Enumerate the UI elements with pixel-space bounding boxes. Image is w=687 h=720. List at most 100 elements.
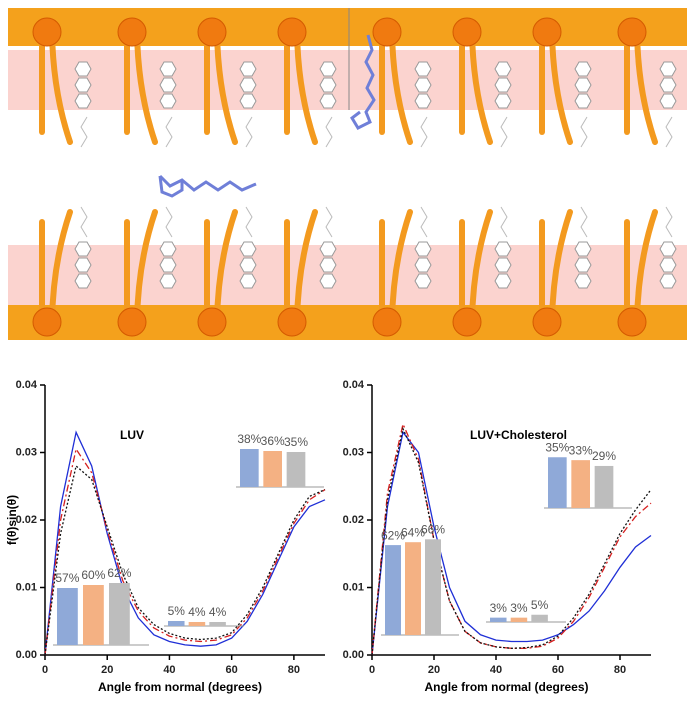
cholesterol-ring [574, 273, 592, 289]
inset-bar [594, 465, 614, 508]
cholesterol-ring [494, 273, 512, 289]
cholesterol-tail [420, 206, 428, 238]
y-axis-label: f(θ)sin(θ) [5, 495, 19, 545]
x-tick-label: 20 [428, 664, 440, 676]
cholesterol-ring [239, 77, 257, 93]
cholesterol-ring [659, 257, 677, 273]
cholesterol-tail [580, 116, 588, 148]
cholesterol-ring [414, 257, 432, 273]
y-tick-label: 0.00 [16, 649, 37, 661]
headgroup-band [8, 305, 687, 340]
cholesterol-ring [74, 93, 92, 109]
cholesterol-ring [574, 93, 592, 109]
cholesterol-ring [319, 257, 337, 273]
lipid-head [32, 307, 62, 337]
inset-value-label: 29% [592, 449, 616, 463]
cholesterol-tail [500, 116, 508, 148]
inset-value-label: 60% [81, 568, 105, 582]
cholesterol-tail [420, 116, 428, 148]
x-tick-label: 40 [163, 664, 175, 676]
inset-bar [385, 545, 401, 635]
lipid-head [617, 17, 647, 47]
chart-title: LUV [120, 428, 144, 442]
cholesterol-ring [239, 257, 257, 273]
series-line [371, 426, 652, 656]
cholesterol-tail [325, 206, 333, 238]
x-tick-label: 60 [552, 664, 564, 676]
inset-value-label: 5% [168, 604, 186, 618]
cholesterol-ring [159, 273, 177, 289]
lipid-head [32, 17, 62, 47]
y-tick-label: 0.03 [343, 446, 364, 458]
cholesterol-ring [494, 241, 512, 257]
cholesterol-tail [665, 116, 673, 148]
y-tick-label: 0.02 [16, 514, 37, 526]
x-tick-label: 20 [101, 664, 113, 676]
cholesterol-tail [80, 116, 88, 148]
inset-bar [263, 451, 282, 487]
cholesterol-ring [414, 93, 432, 109]
inset-value-label: 57% [55, 571, 79, 585]
inset-value-label: 62% [107, 566, 131, 580]
lipid-head [452, 307, 482, 337]
headgroup-band [8, 8, 687, 46]
y-tick-label: 0.03 [16, 446, 37, 458]
lipid-head [277, 307, 307, 337]
cholesterol-ring [414, 241, 432, 257]
y-tick-label: 0.01 [16, 581, 37, 593]
x-tick-label: 60 [226, 664, 238, 676]
lipid-head [277, 17, 307, 47]
x-tick-label: 80 [614, 664, 626, 676]
cholesterol-ring [319, 77, 337, 93]
membrane-illustration [8, 8, 687, 340]
inset-value-label: 64% [401, 525, 425, 539]
inset-bar [405, 542, 421, 635]
cholesterol-ring [74, 273, 92, 289]
inset-bar [188, 622, 206, 626]
cholesterol-tail [245, 116, 253, 148]
cholesterol-tail [245, 206, 253, 238]
cholesterol-ring [414, 273, 432, 289]
cholesterol-ring [319, 93, 337, 109]
cholesterol-ring [319, 61, 337, 77]
ring-band [8, 50, 687, 110]
inset-bar [548, 457, 567, 508]
inset-value-label: 4% [209, 605, 227, 619]
cholesterol-ring [414, 61, 432, 77]
cholesterol-ring [659, 273, 677, 289]
lipid-head [117, 17, 147, 47]
cholesterol-ring [494, 93, 512, 109]
inset-value-label: 62% [381, 528, 405, 542]
x-axis-label: Angle from normal (degrees) [98, 680, 262, 694]
cholesterol-tail [165, 206, 173, 238]
cholesterol-ring [239, 61, 257, 77]
inset-value-label: 3% [510, 601, 528, 615]
inset-bar [109, 583, 130, 645]
cholesterol-tail [325, 116, 333, 148]
inset-bar [286, 452, 306, 487]
x-tick-label: 80 [288, 664, 300, 676]
cholesterol-ring [74, 241, 92, 257]
cholesterol-tail [500, 206, 508, 238]
cholesterol-ring [659, 241, 677, 257]
cholesterol-ring [574, 61, 592, 77]
x-axis-label: Angle from normal (degrees) [424, 680, 588, 694]
y-tick-label: 0.04 [16, 379, 38, 391]
lipid-head [532, 307, 562, 337]
inset-value-label: 35% [545, 440, 569, 454]
inset-value-label: 66% [421, 522, 445, 536]
cholesterol-ring [159, 77, 177, 93]
cholesterol-ring [574, 241, 592, 257]
y-tick-label: 0.01 [343, 581, 364, 593]
cholesterol-tail [165, 116, 173, 148]
cholesterol-ring [239, 241, 257, 257]
inset-value-label: 4% [188, 605, 206, 619]
inset-bar [83, 585, 104, 645]
inset-bar [531, 614, 548, 622]
cholesterol-ring [159, 257, 177, 273]
retinal-molecule [350, 34, 376, 130]
retinal-ring [158, 175, 184, 198]
cholesterol-ring [659, 61, 677, 77]
x-tick-label: 0 [369, 664, 375, 676]
